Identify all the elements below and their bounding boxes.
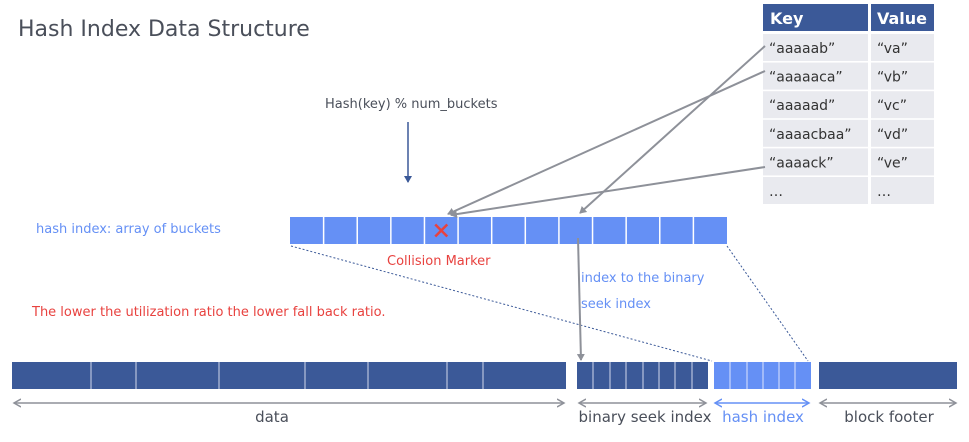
header-value: Value xyxy=(877,9,927,28)
value-cell xyxy=(871,91,934,119)
bucket-array xyxy=(290,217,727,244)
hash-index-section xyxy=(714,362,811,389)
value-text: “vd” xyxy=(877,127,908,143)
value-cell xyxy=(871,177,934,204)
key-cell xyxy=(763,91,868,119)
header-key: Key xyxy=(770,9,804,28)
binary-seek-index-section xyxy=(577,362,708,389)
key-text: “aaaacbaa” xyxy=(769,127,852,143)
value-cell xyxy=(871,34,934,61)
block-layout xyxy=(12,362,957,389)
value-text: “vc” xyxy=(877,98,907,114)
data-label: data xyxy=(255,408,289,426)
value-text: “va” xyxy=(877,41,908,57)
block-footer-section xyxy=(819,362,957,389)
page-title: Hash Index Data Structure xyxy=(18,17,310,42)
key-text: “aaaaaca” xyxy=(769,70,843,86)
header-value-cell xyxy=(871,4,934,31)
collision-x-icon xyxy=(434,223,449,238)
key-text: “aaaack” xyxy=(769,155,834,171)
hash-index-section-label: hash index xyxy=(722,408,804,426)
dashed-zoom-line-left xyxy=(290,245,713,362)
table-row: “aaaaab” “va” xyxy=(763,34,934,61)
value-text: “vb” xyxy=(877,70,908,86)
value-cell xyxy=(871,62,934,90)
value-text: … xyxy=(877,184,891,200)
value-cell xyxy=(871,119,934,147)
key-text: “aaaaab” xyxy=(769,41,835,57)
key-value-table: Key Value “aaaaab” “va” “aaaaaca” “vb” “aaaaad… xyxy=(763,4,934,204)
data-section xyxy=(12,362,566,389)
table-row: “aaaaaca” “vb” xyxy=(763,62,934,90)
table-row: “aaaaad” “vc” xyxy=(763,91,934,119)
key-cell xyxy=(763,34,868,61)
block-footer-label: block footer xyxy=(844,408,934,426)
header-key-cell xyxy=(763,4,868,31)
key-cell xyxy=(763,177,868,204)
hash-index-label: hash index: array of buckets xyxy=(36,222,221,237)
value-cell xyxy=(871,148,934,176)
key-cell xyxy=(763,119,868,147)
utilization-note: The lower the utilization ratio the lowe… xyxy=(31,305,386,320)
key-arrow-aaaack xyxy=(450,166,766,219)
key-cell xyxy=(763,148,868,176)
binary-index-note-line1: index to the binary xyxy=(581,271,705,286)
collision-marker-label: Collision Marker xyxy=(387,254,491,269)
bucket-to-binary-seek-arrow xyxy=(576,237,585,361)
bucket-array-bg xyxy=(290,217,727,244)
key-arrow-aaaaaca xyxy=(447,70,766,216)
binary-index-note-line2: seek index xyxy=(581,297,651,312)
table-row: “aaaack” “ve” xyxy=(763,148,934,176)
key-arrow-aaaaab xyxy=(579,45,766,214)
binary-seek-index-label: binary seek index xyxy=(579,408,712,426)
table-row: …… xyxy=(763,177,934,204)
key-cell xyxy=(763,62,868,90)
dashed-zoom-line-right xyxy=(726,245,809,362)
key-text: “aaaaad” xyxy=(769,98,835,114)
key-text: … xyxy=(769,184,783,200)
hash-formula: Hash(key) % num_buckets xyxy=(325,97,498,112)
table-row: “aaaacbaa” “vd” xyxy=(763,119,934,147)
value-text: “ve” xyxy=(877,155,908,171)
